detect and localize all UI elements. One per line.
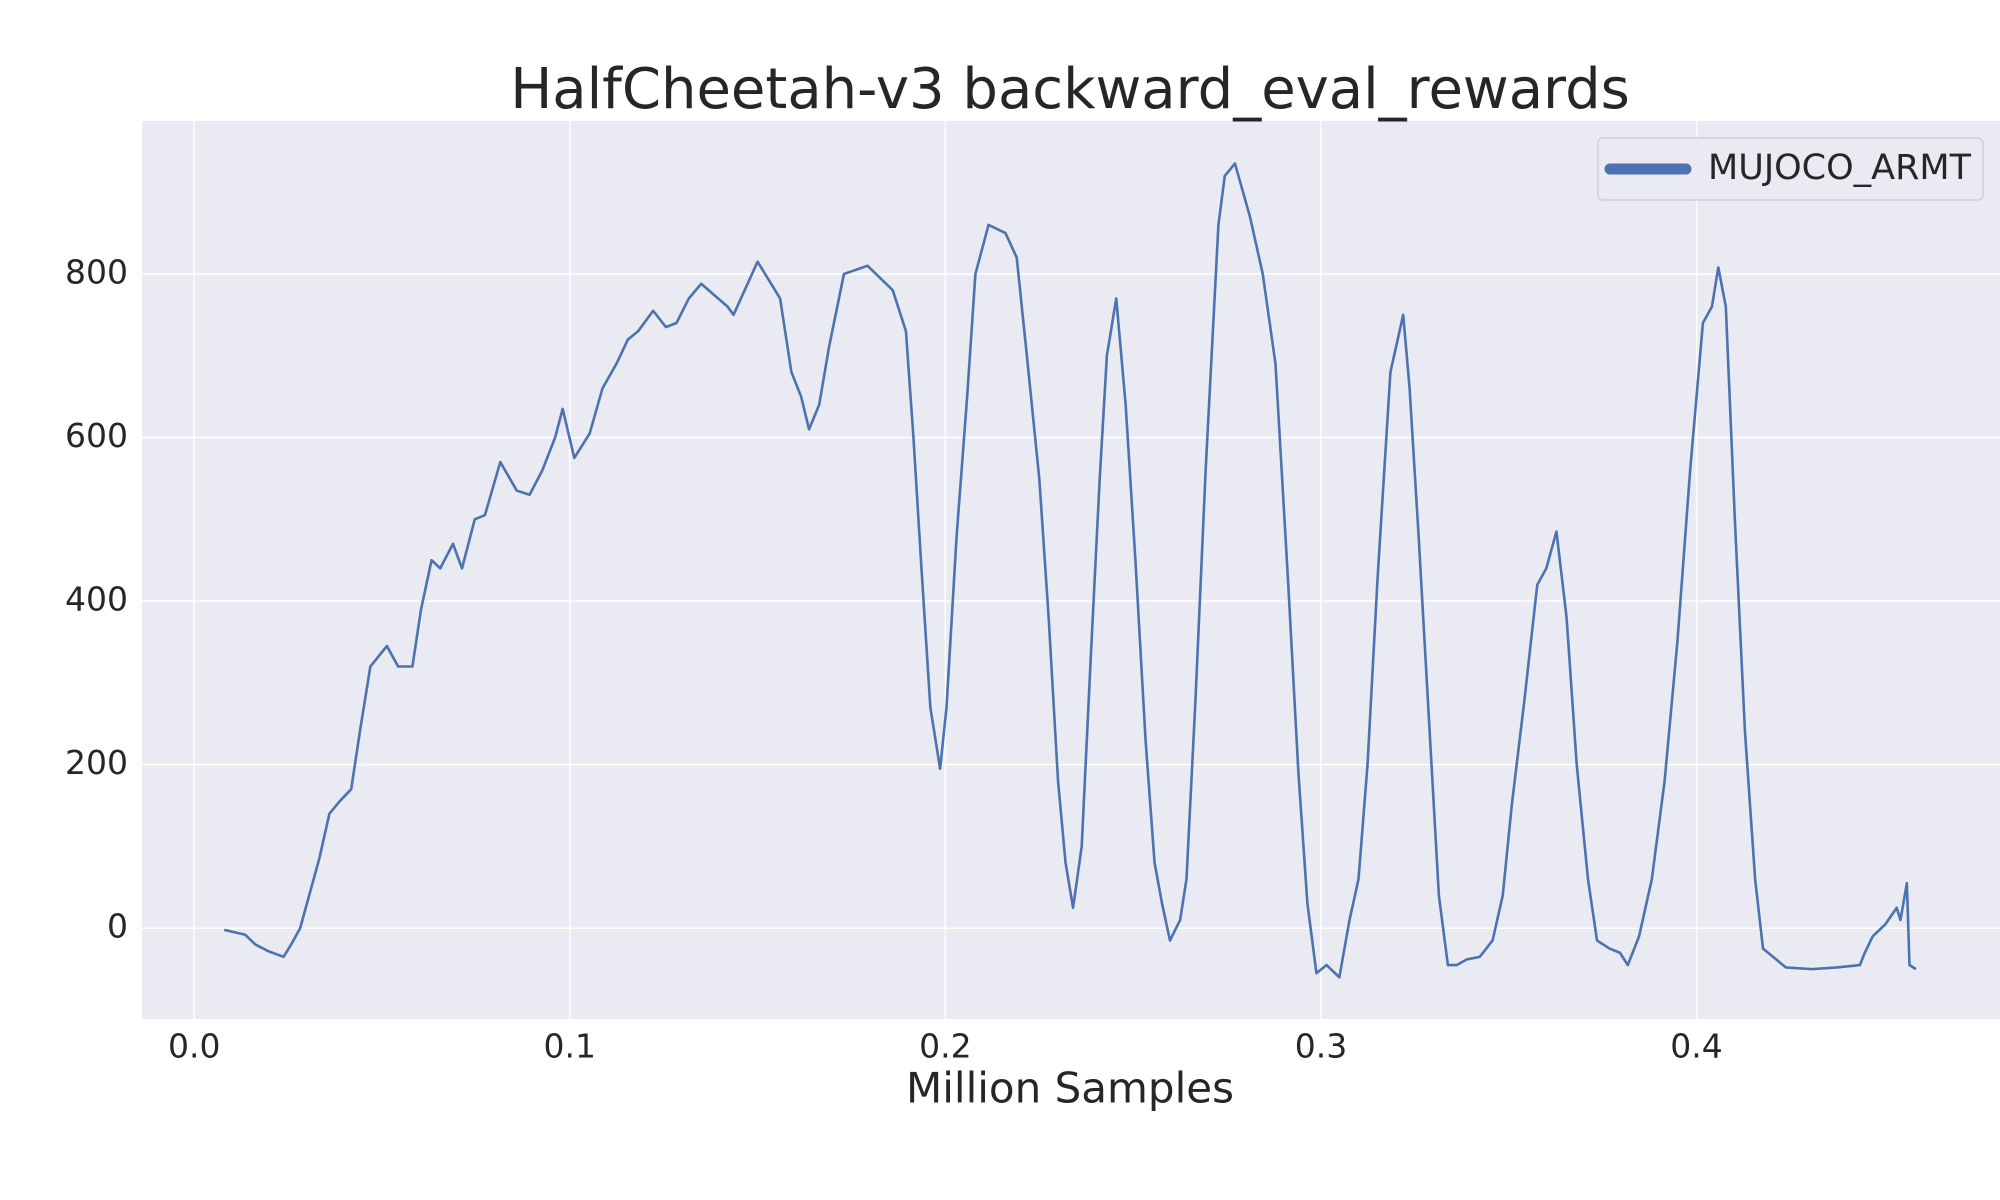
legend-box: [1597, 137, 1984, 201]
legend-label: MUJOCO_ARMT: [1708, 148, 1972, 188]
lines: [223, 162, 1917, 979]
grid: [142, 121, 2000, 1019]
plot-area: [142, 121, 2000, 1019]
y-tick-label: 800: [65, 252, 128, 291]
x-tick-label: 0.4: [1670, 1027, 1722, 1066]
series-line: [223, 162, 1917, 979]
x-tick-label: 0.0: [168, 1027, 220, 1066]
y-tick-label: 0: [107, 907, 128, 946]
legend: MUJOCO_ARMT: [1597, 137, 1984, 201]
y-tick-label: 200: [65, 743, 128, 782]
chart-title: HalfCheetah-v3 backward_eval_rewards: [510, 57, 1630, 122]
y-tick-label: 400: [65, 580, 128, 619]
x-axis-label: Million Samples: [906, 1064, 1234, 1113]
x-tick-label: 0.2: [919, 1027, 971, 1066]
x-tick-label: 0.3: [1295, 1027, 1347, 1066]
y-tick-label: 600: [65, 416, 128, 455]
x-tick-label: 0.1: [544, 1027, 596, 1066]
